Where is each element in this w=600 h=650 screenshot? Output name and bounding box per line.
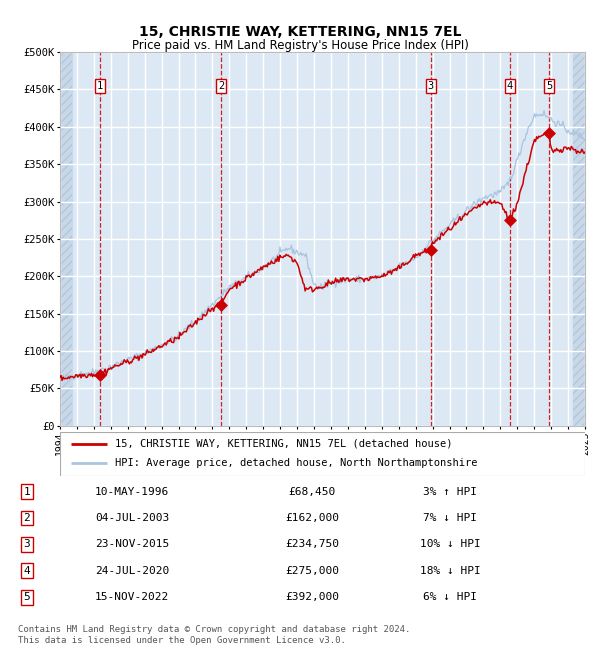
Text: 04-JUL-2003: 04-JUL-2003	[95, 513, 169, 523]
Text: 23-NOV-2015: 23-NOV-2015	[95, 540, 169, 549]
Text: 24-JUL-2020: 24-JUL-2020	[95, 566, 169, 576]
Text: £162,000: £162,000	[285, 513, 339, 523]
Text: 10% ↓ HPI: 10% ↓ HPI	[419, 540, 481, 549]
Text: 3: 3	[23, 540, 31, 549]
Text: 15, CHRISTIE WAY, KETTERING, NN15 7EL (detached house): 15, CHRISTIE WAY, KETTERING, NN15 7EL (d…	[115, 439, 452, 449]
Bar	[60, 52, 72, 426]
Text: 1: 1	[23, 487, 31, 497]
Text: 3% ↑ HPI: 3% ↑ HPI	[423, 487, 477, 497]
Text: 15-NOV-2022: 15-NOV-2022	[95, 592, 169, 602]
Bar	[573, 52, 585, 426]
Text: £234,750: £234,750	[285, 540, 339, 549]
Text: 6% ↓ HPI: 6% ↓ HPI	[423, 592, 477, 602]
Text: 1: 1	[97, 81, 103, 90]
Text: 5: 5	[546, 81, 552, 90]
Text: £392,000: £392,000	[285, 592, 339, 602]
Text: 7% ↓ HPI: 7% ↓ HPI	[423, 513, 477, 523]
Text: 18% ↓ HPI: 18% ↓ HPI	[419, 566, 481, 576]
Text: 4: 4	[23, 566, 31, 576]
Text: 4: 4	[506, 81, 513, 90]
Text: 5: 5	[23, 592, 31, 602]
Text: £275,000: £275,000	[285, 566, 339, 576]
Text: 3: 3	[428, 81, 434, 90]
Text: 10-MAY-1996: 10-MAY-1996	[95, 487, 169, 497]
Text: £68,450: £68,450	[289, 487, 335, 497]
Text: Price paid vs. HM Land Registry's House Price Index (HPI): Price paid vs. HM Land Registry's House …	[131, 39, 469, 52]
Text: 2: 2	[218, 81, 224, 90]
Text: Contains HM Land Registry data © Crown copyright and database right 2024.
This d: Contains HM Land Registry data © Crown c…	[18, 625, 410, 645]
Text: 15, CHRISTIE WAY, KETTERING, NN15 7EL: 15, CHRISTIE WAY, KETTERING, NN15 7EL	[139, 25, 461, 39]
Text: 2: 2	[23, 513, 31, 523]
Text: HPI: Average price, detached house, North Northamptonshire: HPI: Average price, detached house, Nort…	[115, 458, 478, 467]
FancyBboxPatch shape	[60, 432, 585, 476]
